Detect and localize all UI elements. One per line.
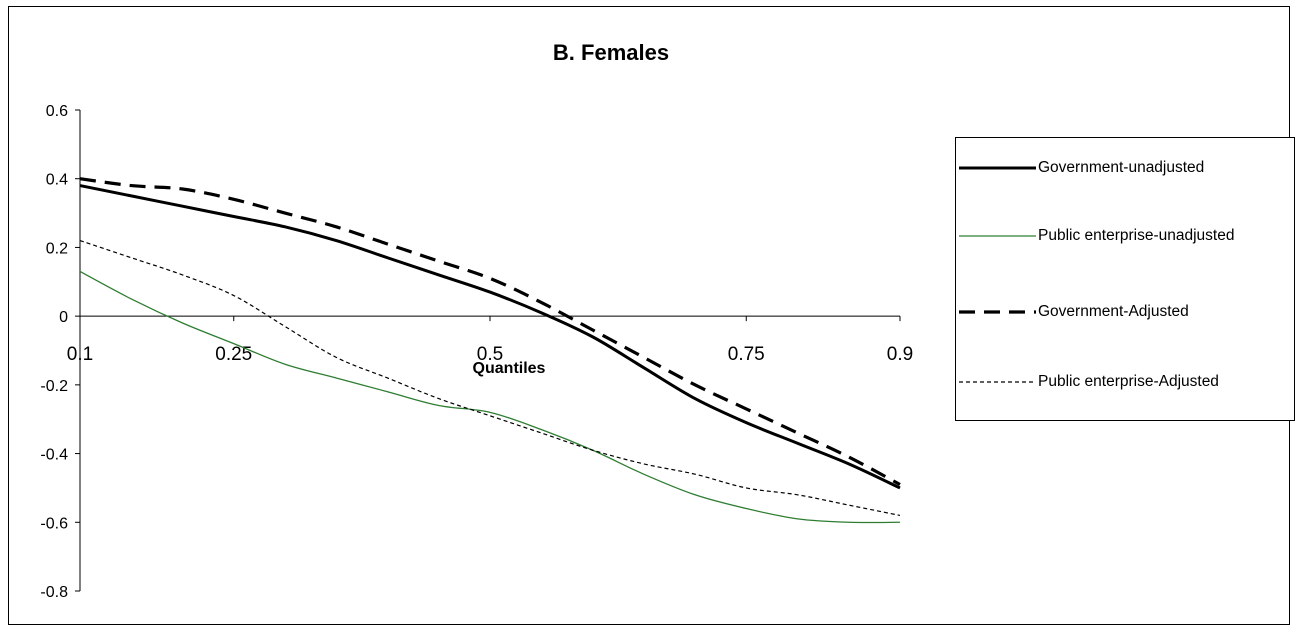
axes: 0.6 0.4 0.2 0 -0.2 -0.4 -0.6 -0.8 0.1 0.25 0.5 0.75… — [40, 103, 913, 601]
legend-label: Public enterprise-unadjusted — [1038, 227, 1235, 244]
y-tick-label: -0.6 — [40, 515, 68, 532]
x-tick-label: 0.1 — [67, 344, 93, 365]
y-tick-label: -0.8 — [40, 584, 68, 601]
series-line-1 — [79, 184, 901, 490]
y-tick-label: 0.6 — [46, 103, 68, 120]
chart-title: B. Females — [552, 40, 670, 65]
x-axis-label: Quantiles — [473, 360, 546, 377]
y-tick-label: -0.2 — [40, 378, 68, 395]
y-tick-label: 0.2 — [46, 240, 68, 257]
legend-label: Government-unadjusted — [1038, 159, 1205, 176]
x-tick-label: 0.5 — [477, 344, 503, 365]
series-lines — [79, 177, 901, 524]
legend-swatch — [959, 381, 1036, 383]
y-tick-label: -0.4 — [40, 447, 68, 464]
legend-swatch — [959, 310, 1036, 314]
legend-entry: Government-Adjusted — [956, 301, 1189, 323]
y-tick-label: 0 — [59, 309, 68, 326]
series-line-2 — [79, 270, 901, 524]
legend-swatch — [959, 235, 1036, 237]
legend-swatch — [959, 166, 1036, 170]
series-line-4 — [79, 239, 901, 517]
legend-entry: Public enterprise-Adjusted — [956, 371, 1219, 393]
x-tick-label: 0.9 — [887, 344, 913, 365]
legend-label: Public enterprise-Adjusted — [1038, 373, 1219, 390]
series-line-3 — [79, 177, 901, 486]
x-tick-label: 0.25 — [215, 344, 252, 365]
legend-label: Government-Adjusted — [1038, 303, 1189, 320]
legend-entry: Government-unadjusted — [956, 157, 1204, 179]
y-tick-label: 0.4 — [46, 172, 68, 189]
legend: Government-unadjusted Public enterprise-u… — [955, 137, 1295, 421]
legend-entry: Public enterprise-unadjusted — [956, 225, 1234, 247]
x-tick-label: 0.75 — [728, 344, 765, 365]
